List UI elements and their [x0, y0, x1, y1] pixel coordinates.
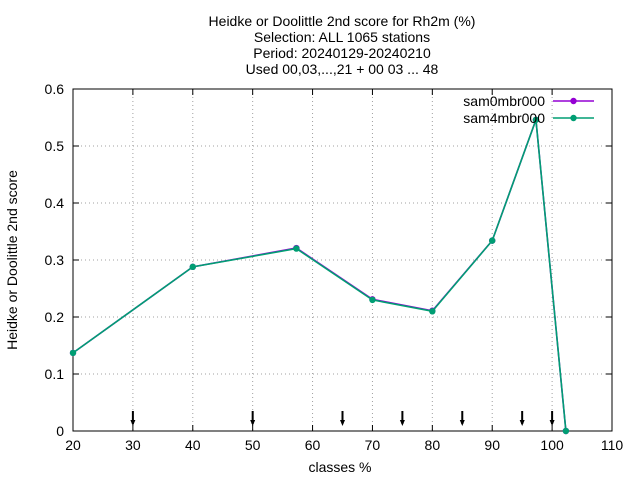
title-line-1: Heidke or Doolittle 2nd score for Rh2m (…	[209, 13, 476, 29]
y-tick-label: 0.1	[45, 366, 65, 382]
series-sam4mbr000	[69, 116, 570, 435]
grid	[73, 89, 612, 431]
data-point	[69, 349, 77, 357]
x-axis-label: classes %	[308, 459, 371, 475]
class-marker-head	[519, 420, 525, 426]
series-sam0mbr000	[69, 116, 570, 435]
class-marker-head	[399, 420, 405, 426]
x-tick-labels: 20 30 40 50 60 70 80 90 100 110	[65, 437, 623, 453]
legend-label: sam4mbr000	[463, 110, 545, 126]
x-tick-label: 100	[540, 437, 564, 453]
x-tick-label: 80	[425, 437, 441, 453]
class-marker-head	[340, 420, 345, 426]
series	[69, 116, 570, 435]
data-point	[369, 296, 376, 304]
x-tick-label: 50	[245, 437, 261, 453]
legend-swatch-point	[570, 114, 577, 122]
y-tick-label: 0.5	[45, 138, 65, 154]
class-marker	[340, 411, 345, 426]
title-line-3: Period: 20240129-20240210	[253, 45, 431, 61]
class-marker	[130, 411, 136, 426]
legend-item-sam4mbr000: sam4mbr000	[463, 110, 594, 126]
data-point	[189, 263, 196, 271]
title-line-2: Selection: ALL 1065 stations	[254, 29, 430, 45]
x-tick-label: 90	[484, 437, 500, 453]
class-marker-head	[549, 420, 555, 426]
x-tick-label: 30	[125, 437, 141, 453]
class-marker	[519, 411, 525, 426]
class-marker	[549, 411, 555, 426]
legend-label: sam0mbr000	[463, 93, 545, 109]
class-marker	[459, 411, 465, 426]
y-tick-label: 0.6	[45, 81, 65, 97]
y-tick-label: 0	[56, 423, 64, 439]
x-tick-label: 60	[305, 437, 321, 453]
class-marker	[399, 411, 405, 426]
x-tick-label: 20	[65, 437, 81, 453]
y-tick-labels: 0 0.1 0.2 0.3 0.4 0.5 0.6	[45, 81, 65, 439]
x-tick-label: 70	[365, 437, 381, 453]
class-marker-head	[459, 420, 465, 426]
data-point	[429, 308, 436, 315]
data-point	[562, 427, 570, 435]
y-tick-label: 0.4	[45, 195, 65, 211]
data-point	[532, 116, 540, 123]
title-line-4: Used 00,03,...,21 + 00 03 ... 48	[246, 61, 439, 77]
y-tick-label: 0.3	[45, 252, 65, 268]
axes	[72, 88, 613, 432]
series-line-sam0mbr000	[72, 119, 567, 432]
series-line-sam4mbr000	[72, 119, 567, 432]
chart-title: Heidke or Doolittle 2nd score for Rh2m (…	[209, 13, 476, 77]
class-marker	[250, 411, 256, 426]
legend-item-sam0mbr000: sam0mbr000	[463, 93, 594, 109]
class-marker-head	[250, 420, 256, 426]
y-tick-label: 0.2	[45, 309, 65, 325]
data-point	[293, 245, 300, 252]
data-point	[489, 237, 496, 244]
x-tick-label: 110	[601, 437, 624, 453]
class-marker-head	[130, 420, 136, 426]
legend-swatch-point	[570, 97, 577, 105]
y-axis-label: Heidke or Doolittle 2nd score	[4, 170, 20, 350]
x-tick-label: 40	[185, 437, 201, 453]
class-markers	[130, 411, 555, 426]
